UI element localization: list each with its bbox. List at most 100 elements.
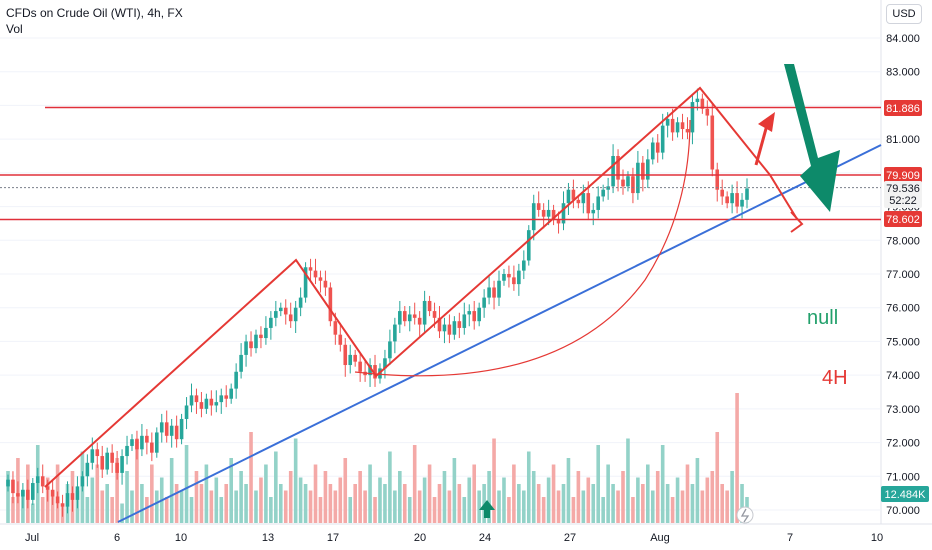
y-tick-label: 77.000	[886, 269, 920, 281]
candle-body	[655, 142, 660, 153]
candle-body	[685, 129, 690, 133]
volume-bar	[665, 484, 670, 523]
candle-body	[561, 203, 566, 224]
candle-body	[472, 311, 477, 322]
candle-body	[249, 341, 253, 349]
candle-body	[323, 280, 328, 288]
volume-bar	[422, 477, 427, 523]
volume-bar	[274, 451, 278, 523]
candle-body	[541, 209, 546, 217]
candle-body	[135, 439, 139, 450]
candle-body	[264, 327, 268, 339]
volume-bar	[244, 484, 248, 523]
y-tick-label: 83.000	[886, 67, 920, 79]
candle-body	[660, 125, 665, 153]
candle-body	[150, 442, 154, 453]
volume-bar	[646, 464, 650, 523]
candle-body	[398, 311, 402, 325]
candle-body	[358, 361, 362, 372]
time-axis[interactable]: Jul 6 10 13 17 20 24 27 Aug 7 10	[25, 532, 883, 544]
volume-bar	[249, 432, 253, 523]
big-down-arrow-icon	[784, 64, 840, 212]
candle-body	[621, 179, 625, 187]
volume-bar	[685, 464, 690, 523]
volume-bar	[328, 484, 333, 523]
candle-body	[333, 321, 338, 335]
volume-bar	[507, 497, 511, 523]
candle-body	[462, 314, 467, 328]
volume-bar	[740, 484, 744, 523]
volume-bar	[427, 464, 432, 523]
volume-bar	[120, 503, 124, 523]
candle-body	[526, 230, 531, 261]
volume-bar	[234, 490, 238, 523]
candle-body	[611, 155, 615, 187]
volume-bar	[278, 484, 283, 523]
candle-body	[641, 162, 645, 180]
volume-bar	[145, 497, 149, 523]
volume-bar	[378, 477, 382, 523]
candle-body	[194, 395, 199, 403]
volume-bar	[164, 497, 169, 523]
volume-bar	[90, 477, 95, 523]
candle-body	[179, 418, 184, 440]
candle-body	[393, 324, 397, 342]
candle-body	[591, 209, 596, 214]
candle-body	[130, 439, 134, 446]
candle-body	[735, 193, 739, 207]
candle-body	[6, 479, 10, 487]
candle-body	[85, 462, 90, 477]
event-up-marker-icon[interactable]	[479, 500, 495, 518]
volume-bar	[298, 477, 303, 523]
candle-body	[70, 493, 75, 500]
x-tick-label: 17	[327, 532, 339, 544]
candle-body	[576, 199, 581, 204]
candle-body	[482, 297, 486, 308]
candle-body	[715, 169, 720, 190]
price-label-bg-81886	[884, 100, 922, 116]
cup-arc-line[interactable]	[354, 119, 691, 377]
zigzag-pattern-line[interactable]	[44, 86, 798, 488]
volume-bar	[660, 445, 665, 523]
volume-bar	[626, 438, 630, 523]
x-tick-label: 13	[262, 532, 274, 544]
candle-body	[650, 142, 655, 160]
support-trend-line[interactable]	[117, 144, 882, 523]
volume-bar	[596, 445, 601, 523]
x-tick-label: 10	[871, 532, 883, 544]
volume-bar	[40, 497, 45, 523]
volume-bar	[675, 477, 680, 523]
volume-bar	[571, 497, 576, 523]
volume-bar	[229, 458, 233, 523]
candle-body	[110, 452, 114, 463]
price-label-78602: 78.602	[886, 214, 920, 226]
candle-body	[244, 341, 248, 355]
volume-indicator-label[interactable]: Vol	[6, 22, 23, 36]
volume-bar	[358, 471, 362, 523]
candle-body	[274, 311, 278, 318]
volume-bar	[591, 484, 596, 523]
candle-body	[224, 395, 229, 399]
x-tick-label: 20	[414, 532, 426, 544]
volume-bar	[670, 497, 675, 523]
volume-bar	[398, 471, 402, 523]
y-tick-label: 81.000	[886, 134, 920, 146]
price-label-bg-current	[884, 181, 922, 208]
candle-body	[551, 209, 556, 221]
currency-button[interactable]: USD	[886, 4, 922, 24]
lightning-icon[interactable]	[736, 506, 754, 524]
price-axis[interactable]: 84.00083.00082.00081.00080.00079.00078.0…	[0, 33, 920, 517]
candle-body	[50, 489, 55, 497]
horizontal-levels[interactable]	[0, 106, 881, 221]
volume-bar	[715, 432, 720, 523]
volume-bar	[531, 471, 536, 523]
volume-bar	[452, 458, 457, 523]
volume-bar	[541, 497, 546, 523]
candle-body	[159, 422, 164, 433]
symbol-title[interactable]: CFDs on Crude Oil (WTI), 4h, FX	[6, 6, 183, 20]
y-tick-label: 78.000	[886, 235, 920, 247]
candle-body	[21, 489, 25, 497]
candle-body	[125, 445, 129, 457]
volume-bar	[130, 490, 134, 523]
